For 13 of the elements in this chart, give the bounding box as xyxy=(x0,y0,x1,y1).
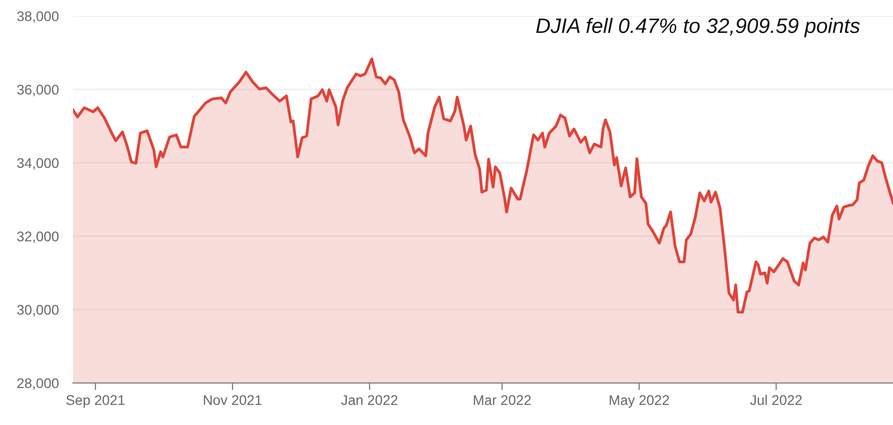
y-tick-label: 38,000 xyxy=(17,11,59,23)
y-tick-label: 36,000 xyxy=(17,84,59,96)
y-tick-label: 32,000 xyxy=(17,232,59,244)
y-tick-label: 34,000 xyxy=(17,158,59,170)
x-tick-label: May 2022 xyxy=(610,395,669,408)
x-tick-label: Jul 2022 xyxy=(750,394,802,406)
y-tick-label: 30,000 xyxy=(17,304,59,316)
x-tick-label: Jan 2022 xyxy=(341,395,398,406)
annotation: DJIA fell 0.47% to 32,909.59 points xyxy=(536,18,860,38)
x-tick-label: Mar 2022 xyxy=(474,395,531,406)
x-tick-label: Sep 2021 xyxy=(66,395,125,408)
y-tick-label: 28,000 xyxy=(17,378,59,390)
x-tick-label: Nov 2021 xyxy=(204,395,262,406)
